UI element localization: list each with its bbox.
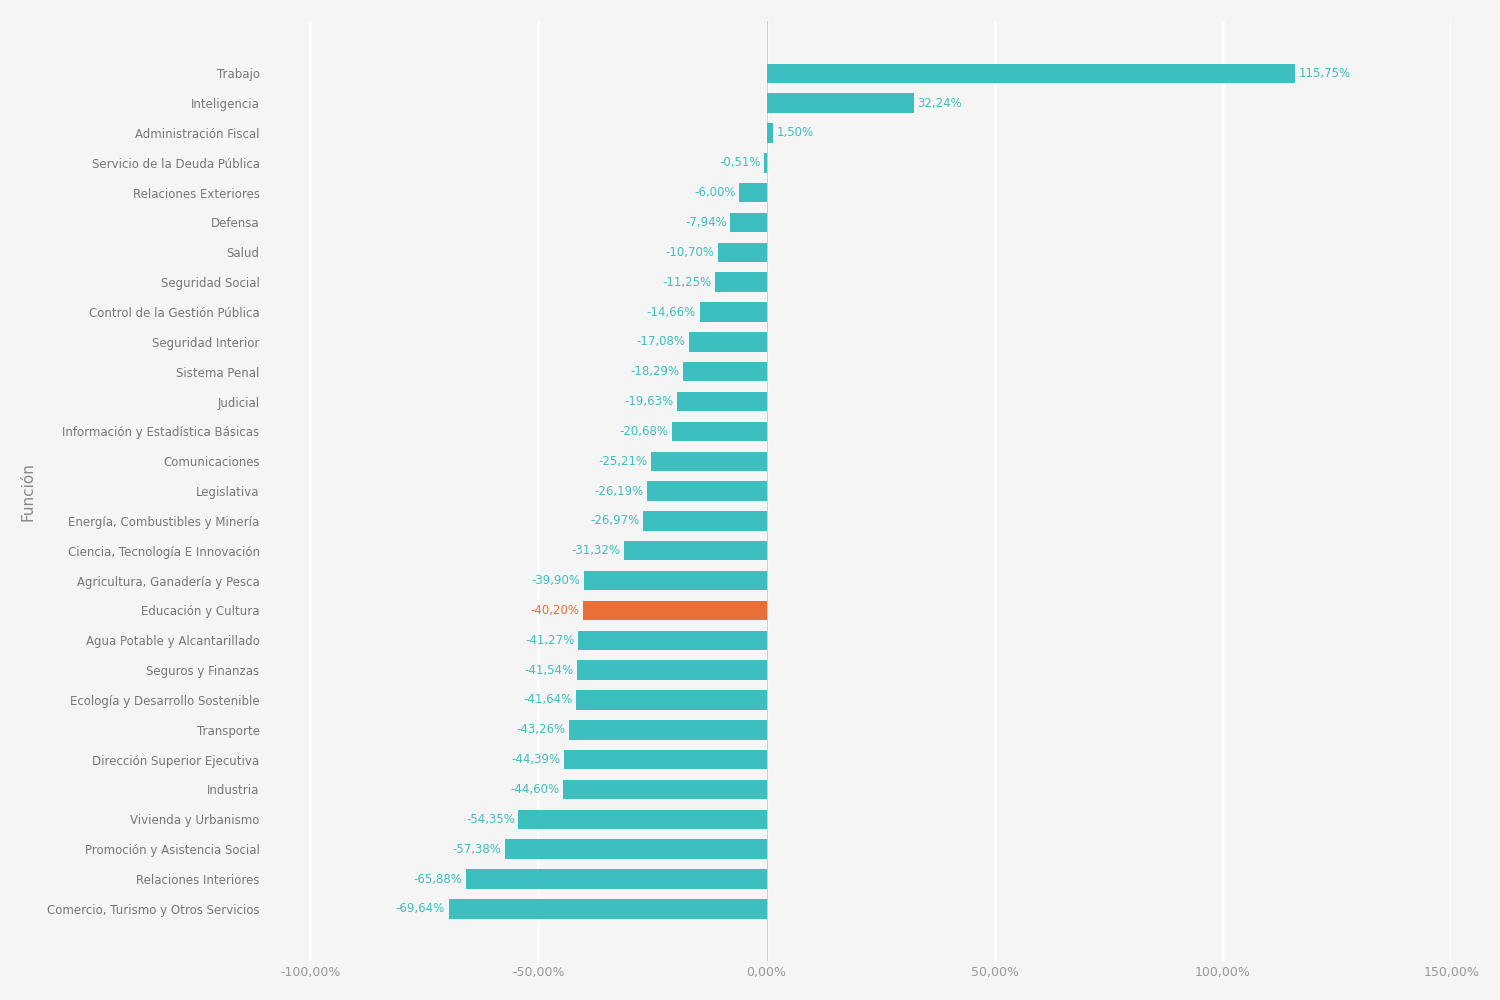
Bar <box>764 153 766 173</box>
Bar <box>519 810 766 829</box>
Text: -25,21%: -25,21% <box>598 455 648 468</box>
Text: -7,94%: -7,94% <box>686 216 726 229</box>
Text: -44,60%: -44,60% <box>510 783 560 796</box>
Bar <box>766 64 1294 83</box>
Text: -41,64%: -41,64% <box>524 693 573 706</box>
Text: -57,38%: -57,38% <box>452 843 501 856</box>
Bar <box>644 511 766 531</box>
Bar <box>716 272 766 292</box>
Bar <box>651 452 766 471</box>
Text: -41,54%: -41,54% <box>524 664 573 677</box>
Bar <box>585 571 766 590</box>
Bar <box>562 780 766 799</box>
Bar <box>766 93 914 113</box>
Bar <box>682 362 766 381</box>
Bar <box>688 332 766 352</box>
Text: -69,64%: -69,64% <box>396 902 445 915</box>
Text: -19,63%: -19,63% <box>624 395 674 408</box>
Bar <box>740 183 766 202</box>
Bar <box>766 123 774 143</box>
Bar <box>730 213 766 232</box>
Text: -18,29%: -18,29% <box>630 365 680 378</box>
Bar <box>578 631 766 650</box>
Y-axis label: Función: Función <box>21 462 36 521</box>
Bar <box>504 839 766 859</box>
Bar <box>564 750 766 769</box>
Bar <box>448 899 766 919</box>
Bar <box>717 243 766 262</box>
Bar <box>466 869 766 889</box>
Text: 1,50%: 1,50% <box>777 126 814 139</box>
Text: -65,88%: -65,88% <box>414 873 462 886</box>
Bar <box>624 541 766 560</box>
Bar <box>699 302 766 322</box>
Bar <box>568 720 766 740</box>
Text: -54,35%: -54,35% <box>466 813 514 826</box>
Text: -26,97%: -26,97% <box>591 514 640 527</box>
Bar <box>576 690 766 710</box>
Text: 32,24%: 32,24% <box>918 97 962 110</box>
Bar <box>646 481 766 501</box>
Text: -14,66%: -14,66% <box>646 306 696 319</box>
Text: -10,70%: -10,70% <box>664 246 714 259</box>
Text: -41,27%: -41,27% <box>525 634 574 647</box>
Text: -40,20%: -40,20% <box>531 604 579 617</box>
Text: -26,19%: -26,19% <box>594 485 644 498</box>
Bar <box>676 392 766 411</box>
Text: -11,25%: -11,25% <box>663 276 711 289</box>
Text: -0,51%: -0,51% <box>718 156 760 169</box>
Text: -39,90%: -39,90% <box>532 574 580 587</box>
Bar <box>672 422 766 441</box>
Bar <box>584 601 766 620</box>
Text: -44,39%: -44,39% <box>512 753 561 766</box>
Text: -6,00%: -6,00% <box>694 186 735 199</box>
Text: -17,08%: -17,08% <box>636 335 686 348</box>
Text: -43,26%: -43,26% <box>516 723 566 736</box>
Bar <box>578 660 766 680</box>
Text: -31,32%: -31,32% <box>572 544 620 557</box>
Text: 115,75%: 115,75% <box>1299 67 1350 80</box>
Text: -20,68%: -20,68% <box>620 425 669 438</box>
